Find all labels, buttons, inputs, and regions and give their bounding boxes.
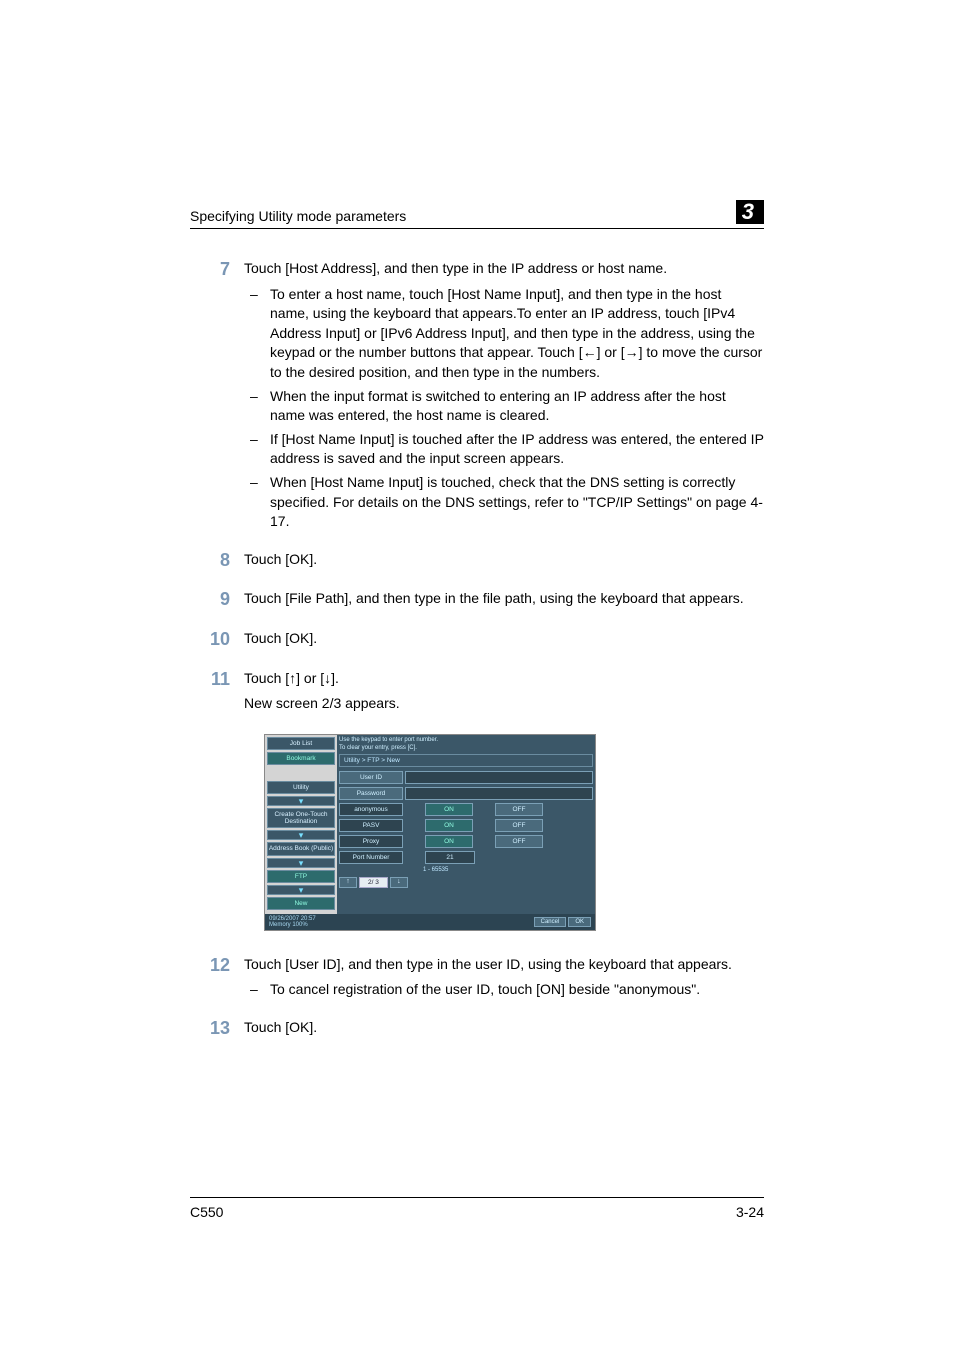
port-number-value: 21 [425, 851, 475, 864]
create-one-touch-tab[interactable]: Create One-Touch Destination [267, 808, 335, 828]
step-after-text: New screen 2/3 appears. [244, 694, 764, 714]
user-id-button[interactable]: User ID [339, 771, 403, 784]
utility-tab[interactable]: Utility [267, 781, 335, 794]
proxy-on-toggle[interactable]: ON [425, 835, 473, 848]
page-down-button[interactable]: ↓ [390, 877, 408, 888]
chapter-number-badge: 3 [736, 200, 764, 224]
step-number: 11 [190, 669, 244, 691]
step-text: Touch [User ID], and then type in the us… [244, 955, 764, 975]
anonymous-on-toggle[interactable]: ON [425, 803, 473, 816]
cancel-button[interactable]: Cancel [534, 917, 567, 927]
step-number: 7 [190, 259, 244, 281]
pasv-on-toggle[interactable]: ON [425, 819, 473, 832]
sub-item: When [Host Name Input] is touched, check… [264, 473, 764, 532]
step-text: Touch [OK]. [244, 1018, 764, 1038]
footer-page-number: 3-24 [736, 1204, 764, 1220]
sub-item: If [Host Name Input] is touched after th… [264, 430, 764, 469]
port-range-label: 1 - 65535 [423, 867, 448, 873]
sub-item: To cancel registration of the user ID, t… [264, 980, 764, 1000]
step-number: 9 [190, 589, 244, 611]
chevron-down-icon: ▾ [267, 830, 335, 840]
memory-label: Memory 100% [269, 922, 316, 928]
header-title: Specifying Utility mode parameters [190, 208, 406, 224]
step-8: 8 Touch [OK]. [190, 550, 764, 576]
step-12: 12 Touch [User ID], and then type in the… [190, 955, 764, 1004]
password-value [405, 787, 593, 800]
proxy-off-toggle[interactable]: OFF [495, 835, 543, 848]
anonymous-off-toggle[interactable]: OFF [495, 803, 543, 816]
page-indicator: 2/ 3 [359, 877, 388, 888]
footer-model: C550 [190, 1204, 223, 1220]
ftp-tab[interactable]: FTP [267, 870, 335, 883]
pasv-label: PASV [339, 819, 403, 832]
step-10: 10 Touch [OK]. [190, 629, 764, 655]
step-9: 9 Touch [File Path], and then type in th… [190, 589, 764, 615]
ftp-settings-screenshot: Job List Bookmark Utility ▾ Create One-T… [264, 734, 764, 931]
step-text: Touch [↑] or [↓]. [244, 669, 764, 689]
anonymous-label: anonymous [339, 803, 403, 816]
step-number: 8 [190, 550, 244, 572]
address-book-tab[interactable]: Address Book (Public) [267, 842, 335, 855]
step-text: Touch [OK]. [244, 550, 764, 570]
breadcrumb: Utility > FTP > New [339, 754, 593, 767]
chevron-down-icon: ▾ [267, 858, 335, 868]
new-tab[interactable]: New [267, 897, 335, 910]
chevron-down-icon: ▾ [267, 885, 335, 895]
datetime-label: 09/26/2007 20:57 [269, 916, 316, 922]
sub-item: When the input format is switched to ent… [264, 387, 764, 426]
sub-item: To enter a host name, touch [Host Name I… [264, 285, 764, 383]
page-footer: C550 3-24 [190, 1197, 764, 1220]
proxy-label: Proxy [339, 835, 403, 848]
step-number: 10 [190, 629, 244, 651]
port-number-label: Port Number [339, 851, 403, 864]
chevron-down-icon: ▾ [267, 796, 335, 806]
ok-button[interactable]: OK [568, 917, 591, 927]
pasv-off-toggle[interactable]: OFF [495, 819, 543, 832]
step-13: 13 Touch [OK]. [190, 1018, 764, 1044]
step-11: 11 Touch [↑] or [↓]. New screen 2/3 appe… [190, 669, 764, 720]
instruction-line-2: To clear your entry, press [C]. [339, 745, 593, 752]
page-header: Specifying Utility mode parameters 3 [190, 200, 764, 229]
job-list-tab[interactable]: Job List [267, 737, 335, 750]
step-number: 13 [190, 1018, 244, 1040]
user-id-value [405, 771, 593, 784]
page-up-button[interactable]: ↑ [339, 877, 357, 888]
step-text: Touch [Host Address], and then type in t… [244, 259, 764, 279]
step-7: 7 Touch [Host Address], and then type in… [190, 259, 764, 536]
step-text: Touch [OK]. [244, 629, 764, 649]
step-text: Touch [File Path], and then type in the … [244, 589, 764, 609]
bookmark-tab[interactable]: Bookmark [267, 752, 335, 765]
password-button[interactable]: Password [339, 787, 403, 800]
step-number: 12 [190, 955, 244, 977]
instruction-line-1: Use the keypad to enter port number. [339, 737, 593, 744]
